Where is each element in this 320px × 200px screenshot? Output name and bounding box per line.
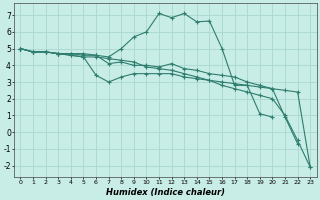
X-axis label: Humidex (Indice chaleur): Humidex (Indice chaleur)	[106, 188, 225, 197]
